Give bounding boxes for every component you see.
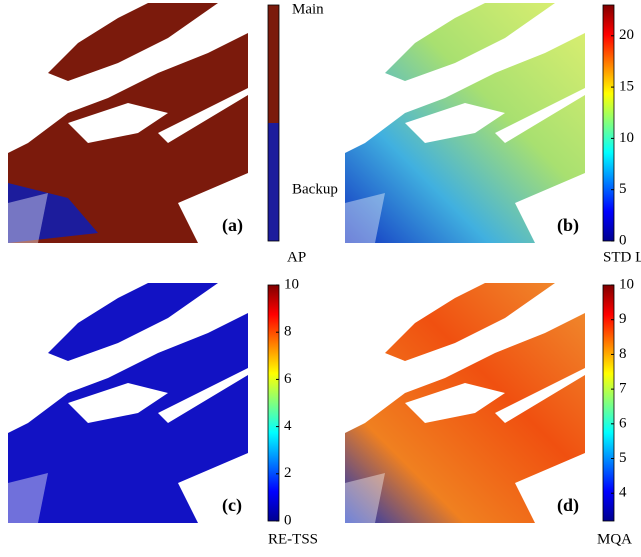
colorbar-tick-label: 6	[284, 371, 292, 387]
colorbar-tick-label: 5	[619, 450, 627, 466]
map-a	[8, 3, 248, 243]
colorbar-tick-label: 10	[284, 276, 299, 292]
colorbar-tick-label: 8	[284, 324, 292, 340]
map-b	[345, 3, 585, 243]
colorbar	[267, 284, 280, 522]
colorbar-tick-label: 20	[619, 27, 634, 43]
colorbar-tick-label: 4	[284, 418, 292, 434]
panel-label: (d)	[557, 495, 579, 516]
colorbar-label: Main	[292, 1, 324, 17]
colorbar-tick-label: 6	[619, 415, 627, 431]
colorbar-tick-label: 5	[619, 181, 627, 197]
colorbar-tick-label: 15	[619, 79, 634, 95]
colorbar-tick-label: 9	[619, 311, 627, 327]
colorbar-tick-label: 2	[284, 465, 292, 481]
colorbar-title: RE-TSS	[268, 531, 318, 547]
colorbar-label: Backup	[292, 181, 338, 197]
colorbar-segment	[268, 123, 279, 241]
colorbar-title: MQA	[597, 531, 632, 547]
map-c	[8, 283, 248, 523]
colorbar	[602, 4, 615, 242]
panel-label: (b)	[557, 215, 579, 236]
colorbar-tick-label: 0	[619, 232, 627, 248]
panel-label: (c)	[222, 495, 242, 516]
colorbar-title: STD LAI	[603, 249, 641, 265]
panel-label: (a)	[222, 215, 243, 236]
colorbar-frame	[267, 4, 280, 242]
colorbar-tick-label: 8	[619, 346, 627, 362]
colorbar-title: AP	[287, 249, 306, 265]
colorbar-segment	[268, 5, 279, 123]
colorbar-tick-label: 10	[619, 130, 634, 146]
colorbar-tick-label: 4	[619, 485, 627, 501]
colorbar-tick-label: 10	[619, 276, 634, 292]
map-d	[345, 283, 585, 523]
colorbar	[602, 284, 615, 522]
colorbar-tick-label: 0	[284, 512, 292, 528]
colorbar-tick-label: 7	[619, 381, 627, 397]
